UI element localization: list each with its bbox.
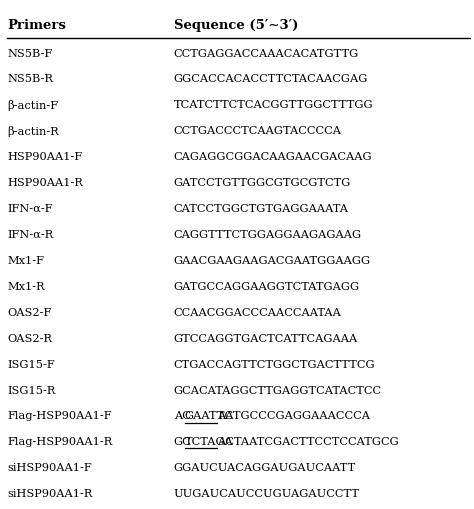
Text: GGAUCUACAGGAUGAUCAATT: GGAUCUACAGGAUGAUCAATT [174,463,356,472]
Text: OAS2-F: OAS2-F [8,307,52,317]
Text: OAS2-R: OAS2-R [8,333,53,343]
Text: CATCCTGGCTGTGAGGAAATA: CATCCTGGCTGTGAGGAAATA [174,204,349,214]
Text: HSP90AA1-F: HSP90AA1-F [8,152,82,162]
Text: GAATTC: GAATTC [185,411,234,420]
Text: Mx1-F: Mx1-F [8,256,45,265]
Text: siHSP90AA1-F: siHSP90AA1-F [8,463,92,472]
Text: Flag-HSP90AA1-R: Flag-HSP90AA1-R [8,437,113,446]
Text: CAGGTTTCTGGAGGAAGAGAAG: CAGGTTTCTGGAGGAAGAGAAG [174,230,362,240]
Text: HSP90AA1-R: HSP90AA1-R [8,178,83,188]
Text: GCACATAGGCTTGAGGTCATACTCC: GCACATAGGCTTGAGGTCATACTCC [174,385,382,395]
Text: β-actin-F: β-actin-F [8,100,59,110]
Text: NS5B-F: NS5B-F [8,48,53,59]
Text: IFN-α-F: IFN-α-F [8,204,53,214]
Text: ACTAATCGACTTCCTCCATGCG: ACTAATCGACTTCCTCCATGCG [218,437,399,446]
Text: AATGCCCGAGGAAACCCA: AATGCCCGAGGAAACCCA [218,411,370,420]
Text: TCTAGA: TCTAGA [185,437,234,446]
Text: Mx1-R: Mx1-R [8,281,45,291]
Text: GATGCCAGGAAGGTCTATGAGG: GATGCCAGGAAGGTCTATGAGG [174,281,360,291]
Text: UUGAUCAUCCUGUAGAUCCTT: UUGAUCAUCCUGUAGAUCCTT [174,488,360,498]
Text: β-actin-R: β-actin-R [8,126,59,136]
Text: Sequence (5′∼3′): Sequence (5′∼3′) [174,19,298,32]
Text: GATCCTGTTGGCGTGCGTCTG: GATCCTGTTGGCGTGCGTCTG [174,178,351,188]
Text: CCAACGGACCCAACCAATAA: CCAACGGACCCAACCAATAA [174,307,342,317]
Text: NS5B-R: NS5B-R [8,74,54,84]
Text: TCATCTTCTCACGGTTGGCTTTGG: TCATCTTCTCACGGTTGGCTTTGG [174,100,374,110]
Text: AC: AC [174,411,191,420]
Text: Primers: Primers [8,19,66,32]
Text: GAACGAAGAAGACGAATGGAAGG: GAACGAAGAAGACGAATGGAAGG [174,256,371,265]
Text: Flag-HSP90AA1-F: Flag-HSP90AA1-F [8,411,112,420]
Text: CCTGACCCTCAAGTACCCCA: CCTGACCCTCAAGTACCCCA [174,126,342,136]
Text: siHSP90AA1-R: siHSP90AA1-R [8,488,93,498]
Text: GGCACCACACCTTCTACAACGAG: GGCACCACACCTTCTACAACGAG [174,74,368,84]
Text: GTCCAGGTGACTCATTCAGAAA: GTCCAGGTGACTCATTCAGAAA [174,333,358,343]
Text: GC: GC [174,437,191,446]
Text: CCTGAGGACCAAACACATGTTG: CCTGAGGACCAAACACATGTTG [174,48,359,59]
Text: IFN-α-R: IFN-α-R [8,230,54,240]
Text: CTGACCAGTTCTGGCTGACTTTCG: CTGACCAGTTCTGGCTGACTTTCG [174,359,375,369]
Text: CAGAGGCGGACAAGAACGACAAG: CAGAGGCGGACAAGAACGACAAG [174,152,373,162]
Text: ISG15-F: ISG15-F [8,359,55,369]
Text: ISG15-R: ISG15-R [8,385,56,395]
